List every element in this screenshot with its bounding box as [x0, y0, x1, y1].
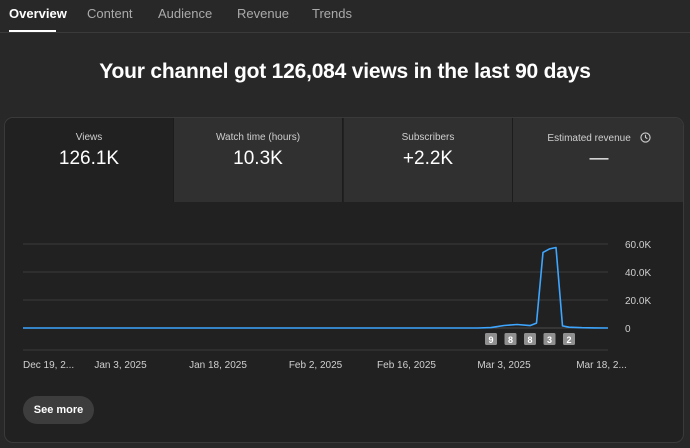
event-marker — [504, 333, 517, 345]
event-marker-label: 2 — [566, 335, 571, 345]
metric-revenue-label-row: Estimated revenue — [513, 132, 683, 146]
y-tick-label: 60.0K — [625, 240, 651, 251]
tab-content[interactable]: Content — [87, 6, 133, 21]
event-marker — [563, 333, 575, 345]
metric-views-label: Views — [75, 132, 103, 143]
views-line-chart: 60.0K 40.0K 20.0K 0 Dec 19, 2... Jan 3, 2025 J… — [23, 240, 651, 371]
metric-views-value: 126.1K — [58, 148, 120, 169]
metric-watch-time-value: 10.3K — [233, 148, 283, 169]
views-series-line — [23, 246, 609, 329]
metrics-card: Views 126.1K Watch time (hours) 10.3K Su… — [4, 117, 684, 443]
metric-subscribers-label: Subscribers — [401, 132, 455, 143]
see-more-button[interactable]: See more — [23, 396, 94, 424]
clock-icon — [639, 132, 651, 146]
metric-views[interactable]: Views 126.1K — [5, 118, 174, 202]
metric-subscribers[interactable]: Subscribers +2.2K — [344, 118, 513, 202]
event-marker-label: 8 — [508, 335, 513, 345]
event-marker — [524, 333, 536, 345]
y-tick-label: 40.0K — [625, 268, 651, 279]
y-tick-label: 20.0K — [625, 296, 651, 307]
metric-subscribers-value: +2.2K — [402, 148, 454, 169]
y-tick-label: 0 — [625, 324, 631, 335]
metric-revenue-label: Estimated revenue — [547, 133, 631, 144]
x-tick-label: Jan 18, 2025 — [189, 360, 247, 371]
metric-revenue-value: — — [589, 148, 609, 169]
x-tick-label: Feb 2, 2025 — [289, 360, 343, 371]
analytics-tabs: Overview Content Audience Revenue Trends — [0, 0, 690, 33]
tab-trends[interactable]: Trends — [312, 6, 352, 21]
event-marker — [543, 333, 556, 345]
event-marker-label: 8 — [527, 335, 532, 345]
metric-estimated-revenue[interactable]: Estimated revenue — — [513, 118, 683, 202]
x-tick-label: Jan 3, 2025 — [94, 360, 147, 371]
x-tick-label: Feb 16, 2025 — [377, 360, 436, 371]
tab-revenue[interactable]: Revenue — [237, 6, 290, 21]
x-tick-label: Mar 18, 2... — [576, 360, 627, 371]
event-marker — [485, 333, 497, 345]
active-tab-indicator — [9, 30, 56, 32]
tab-overview[interactable]: Overview — [9, 6, 67, 21]
metric-watch-time[interactable]: Watch time (hours) 10.3K — [174, 118, 343, 202]
metric-watch-time-label: Watch time (hours) — [215, 132, 301, 143]
event-marker-label: 9 — [488, 335, 493, 345]
event-marker-label: 3 — [547, 335, 552, 345]
page-title: Your channel got 126,084 views in the la… — [99, 60, 591, 83]
x-tick-label: Mar 3, 2025 — [477, 360, 531, 371]
x-tick-label: Dec 19, 2... — [23, 360, 74, 371]
tab-audience[interactable]: Audience — [158, 6, 213, 21]
